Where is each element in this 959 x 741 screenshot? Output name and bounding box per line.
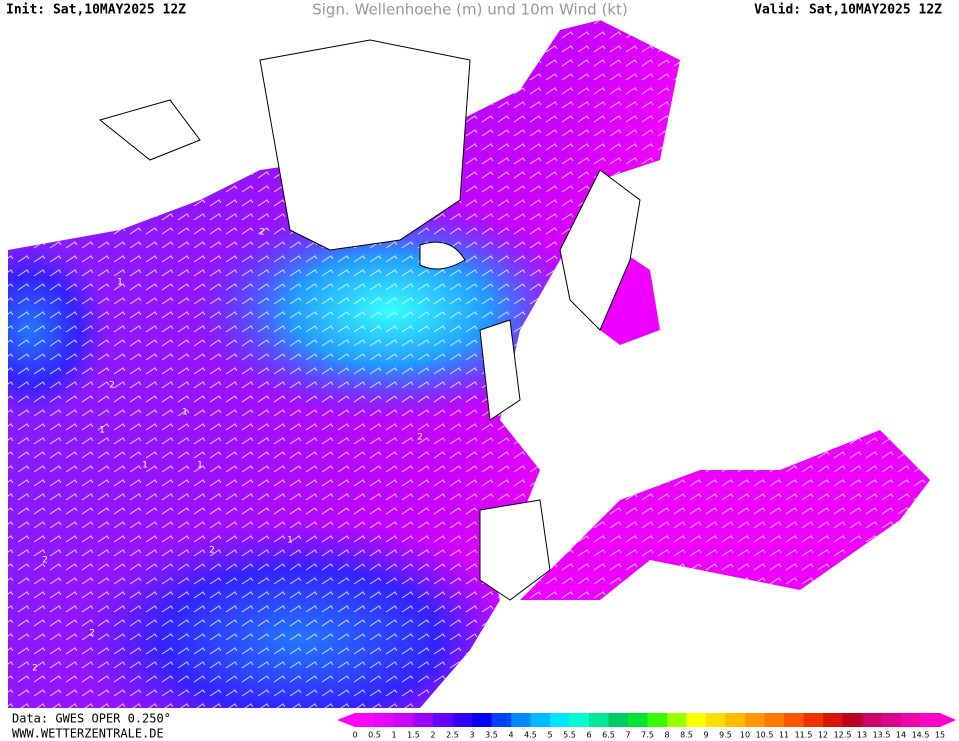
legend-label: 3.5 xyxy=(485,731,498,740)
contour-label: 2 xyxy=(109,381,115,391)
legend-swatch xyxy=(764,713,785,727)
contour-label: 2 xyxy=(89,629,95,639)
legend-label: 8.5 xyxy=(680,731,693,740)
legend-label: 0 xyxy=(352,731,357,740)
legend-swatch xyxy=(920,713,941,727)
legend-label: 10 xyxy=(740,731,750,740)
legend-label: 10.5 xyxy=(756,731,774,740)
legend-label: 6 xyxy=(586,731,591,740)
legend-label: 12 xyxy=(818,731,828,740)
legend-swatch xyxy=(413,713,434,727)
legend-label: 14 xyxy=(896,731,906,740)
legend-swatch xyxy=(745,713,765,727)
legend-swatch xyxy=(608,713,629,727)
contour-label: 2 xyxy=(417,433,423,443)
legend-label: 13.5 xyxy=(873,731,891,740)
contour-label: 1 xyxy=(197,461,203,471)
contour-label: 1 xyxy=(117,278,123,288)
legend-label: 2.5 xyxy=(446,731,459,740)
legend-label: 7 xyxy=(625,731,630,740)
contour-label: 2 xyxy=(32,664,38,674)
legend-label: 9.5 xyxy=(719,731,732,740)
legend-label: 13 xyxy=(857,731,867,740)
legend-swatch xyxy=(725,713,746,727)
legend-label: 12.5 xyxy=(834,731,852,740)
legend-swatch xyxy=(569,713,590,727)
legend-swatch xyxy=(511,713,531,727)
legend-label: 5.5 xyxy=(563,731,576,740)
legend-swatch xyxy=(881,713,902,727)
legend-swatch xyxy=(647,713,668,727)
legend-swatch xyxy=(589,713,609,727)
valid-time: Valid: Sat,10MAY2025 12Z xyxy=(754,3,942,18)
legend-swatch xyxy=(394,713,414,727)
legend-label: 3 xyxy=(469,731,474,740)
legend-label: 11 xyxy=(779,731,789,740)
legend-label: 11.5 xyxy=(795,731,813,740)
legend-label: 7.5 xyxy=(641,731,654,740)
legend-swatch xyxy=(530,713,551,727)
contour-labels: 1 1 1 1 2 2 2 2 2 2 1 1 2 1 xyxy=(32,228,443,696)
legend-swatch xyxy=(491,713,512,727)
color-legend: 0 0.5 1 1.5 2 2.5 3 3.5 4 4.5 5 5.5 6 6.5 7 7.5 8 8.5 9 9.5… xyxy=(337,713,956,740)
header-bar xyxy=(0,0,959,18)
contour-label: 1 xyxy=(142,461,148,471)
contour-label: 2 xyxy=(259,228,265,238)
legend-label: 4 xyxy=(508,731,513,740)
legend-arrow xyxy=(940,713,956,727)
legend-arrow xyxy=(337,713,355,727)
legend-label: 2 xyxy=(430,731,435,740)
legend-label: 1 xyxy=(391,731,396,740)
legend-swatch xyxy=(706,713,726,727)
legend-swatch xyxy=(686,713,707,727)
legend-label: 0.5 xyxy=(368,731,381,740)
legend-swatch xyxy=(374,713,395,727)
legend-swatch xyxy=(355,713,375,727)
map-title: Sign. Wellenhoehe (m) und 10m Wind (kt) xyxy=(312,1,628,19)
contour-label: 1 xyxy=(437,686,443,696)
legend-swatch xyxy=(784,713,804,727)
legend-label: 8 xyxy=(664,731,669,740)
legend-label: 4.5 xyxy=(524,731,537,740)
legend-swatch xyxy=(452,713,473,727)
legend-label: 9 xyxy=(703,731,708,740)
land xyxy=(98,39,641,601)
legend-label: 15 xyxy=(935,731,945,740)
init-time: Init: Sat,10MAY2025 12Z xyxy=(6,3,186,18)
legend-label: 14.5 xyxy=(912,731,930,740)
legend-swatch xyxy=(901,713,921,727)
legend-label: 5 xyxy=(547,731,552,740)
legend-swatch xyxy=(823,713,843,727)
legend-swatch xyxy=(472,713,492,727)
legend-swatch xyxy=(667,713,687,727)
legend-swatch xyxy=(803,713,824,727)
contour-label: 2 xyxy=(42,556,48,566)
legend-swatch xyxy=(862,713,882,727)
contour-label: 1 xyxy=(287,536,293,546)
legend-label: 1.5 xyxy=(407,731,420,740)
legend-swatch xyxy=(550,713,570,727)
legend-label: 6.5 xyxy=(602,731,615,740)
legend-swatch xyxy=(433,713,453,727)
contour-label: 1 xyxy=(99,426,105,436)
contour-label: 1 xyxy=(182,408,188,418)
contour-label: 2 xyxy=(209,546,215,556)
site-name: WWW.WETTERZENTRALE.DE xyxy=(12,727,164,741)
legend-swatch xyxy=(842,713,863,727)
legend-swatch xyxy=(628,713,648,727)
data-source: Data: GWES OPER 0.250° xyxy=(12,712,171,726)
